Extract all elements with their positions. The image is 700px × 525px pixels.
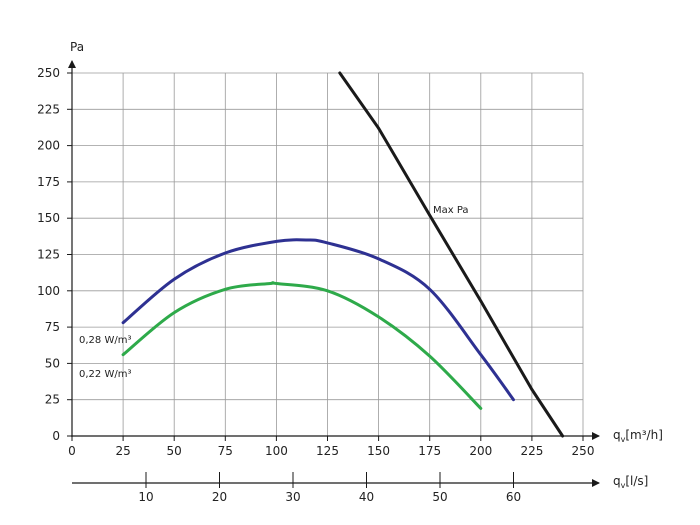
x-tick-label-175: 175: [418, 444, 441, 458]
series-label-max: Max Pa: [433, 205, 469, 216]
series-line-022: [121, 281, 483, 410]
y-tick-label-75: 75: [45, 320, 60, 334]
x2-tick-label-20: 20: [212, 490, 227, 504]
x2-axis-title-unit: [l/s]: [625, 474, 648, 488]
y-tick-label-225: 225: [37, 102, 60, 116]
series-label-028: 0,28 W/m³: [79, 335, 131, 346]
x2-tick-label-50: 50: [432, 490, 447, 504]
series-line-max: [338, 71, 565, 438]
x2-tick-label-60: 60: [506, 490, 521, 504]
series-layer: [121, 71, 565, 438]
x-axis-title-q: q: [613, 428, 621, 442]
y-axis-title: Pa: [70, 40, 84, 54]
x2-tick-label-10: 10: [138, 490, 153, 504]
x-axis-title-sub: v: [621, 435, 626, 444]
x-tick-label-125: 125: [316, 444, 339, 458]
x-tick-label-150: 150: [367, 444, 390, 458]
x2-axis-title-sub: v: [621, 481, 626, 490]
x-axis-title-unit: [m³/h]: [625, 428, 663, 442]
y-tick-label-150: 150: [37, 211, 60, 225]
y-tick-label-25: 25: [45, 393, 60, 407]
x-tick-label-50: 50: [167, 444, 182, 458]
x2-axis-title-q: q: [613, 474, 621, 488]
series-label-022: 0,22 W/m³: [79, 369, 131, 380]
x-tick-label-0: 0: [68, 444, 76, 458]
x-tick-label-200: 200: [469, 444, 492, 458]
series-line-028: [121, 238, 515, 402]
y-tick-label-0: 0: [52, 429, 60, 443]
x-tick-label-250: 250: [572, 444, 595, 458]
x2-tick-label-30: 30: [285, 490, 300, 504]
tick-labels: 0 25 50 75 100 125 150 175 200 225 250 0 25 50 75 100 12…: [37, 66, 594, 504]
y-tick-label-175: 175: [37, 175, 60, 189]
x2-tick-label-40: 40: [359, 490, 374, 504]
grid-lines: [72, 72, 584, 436]
x-axis-title: qv[m³/h]: [613, 428, 663, 444]
y-tick-label-100: 100: [37, 284, 60, 298]
x-tick-label-225: 225: [520, 444, 543, 458]
x-tick-label-75: 75: [218, 444, 233, 458]
y-tick-label-50: 50: [45, 356, 60, 370]
x2-axis-title: qv[l/s]: [613, 474, 648, 490]
axes: [67, 60, 600, 488]
y-tick-label-200: 200: [37, 139, 60, 153]
y-tick-label-125: 125: [37, 248, 60, 262]
x-tick-label-25: 25: [115, 444, 130, 458]
y-tick-label-250: 250: [37, 66, 60, 80]
x-tick-label-100: 100: [265, 444, 288, 458]
